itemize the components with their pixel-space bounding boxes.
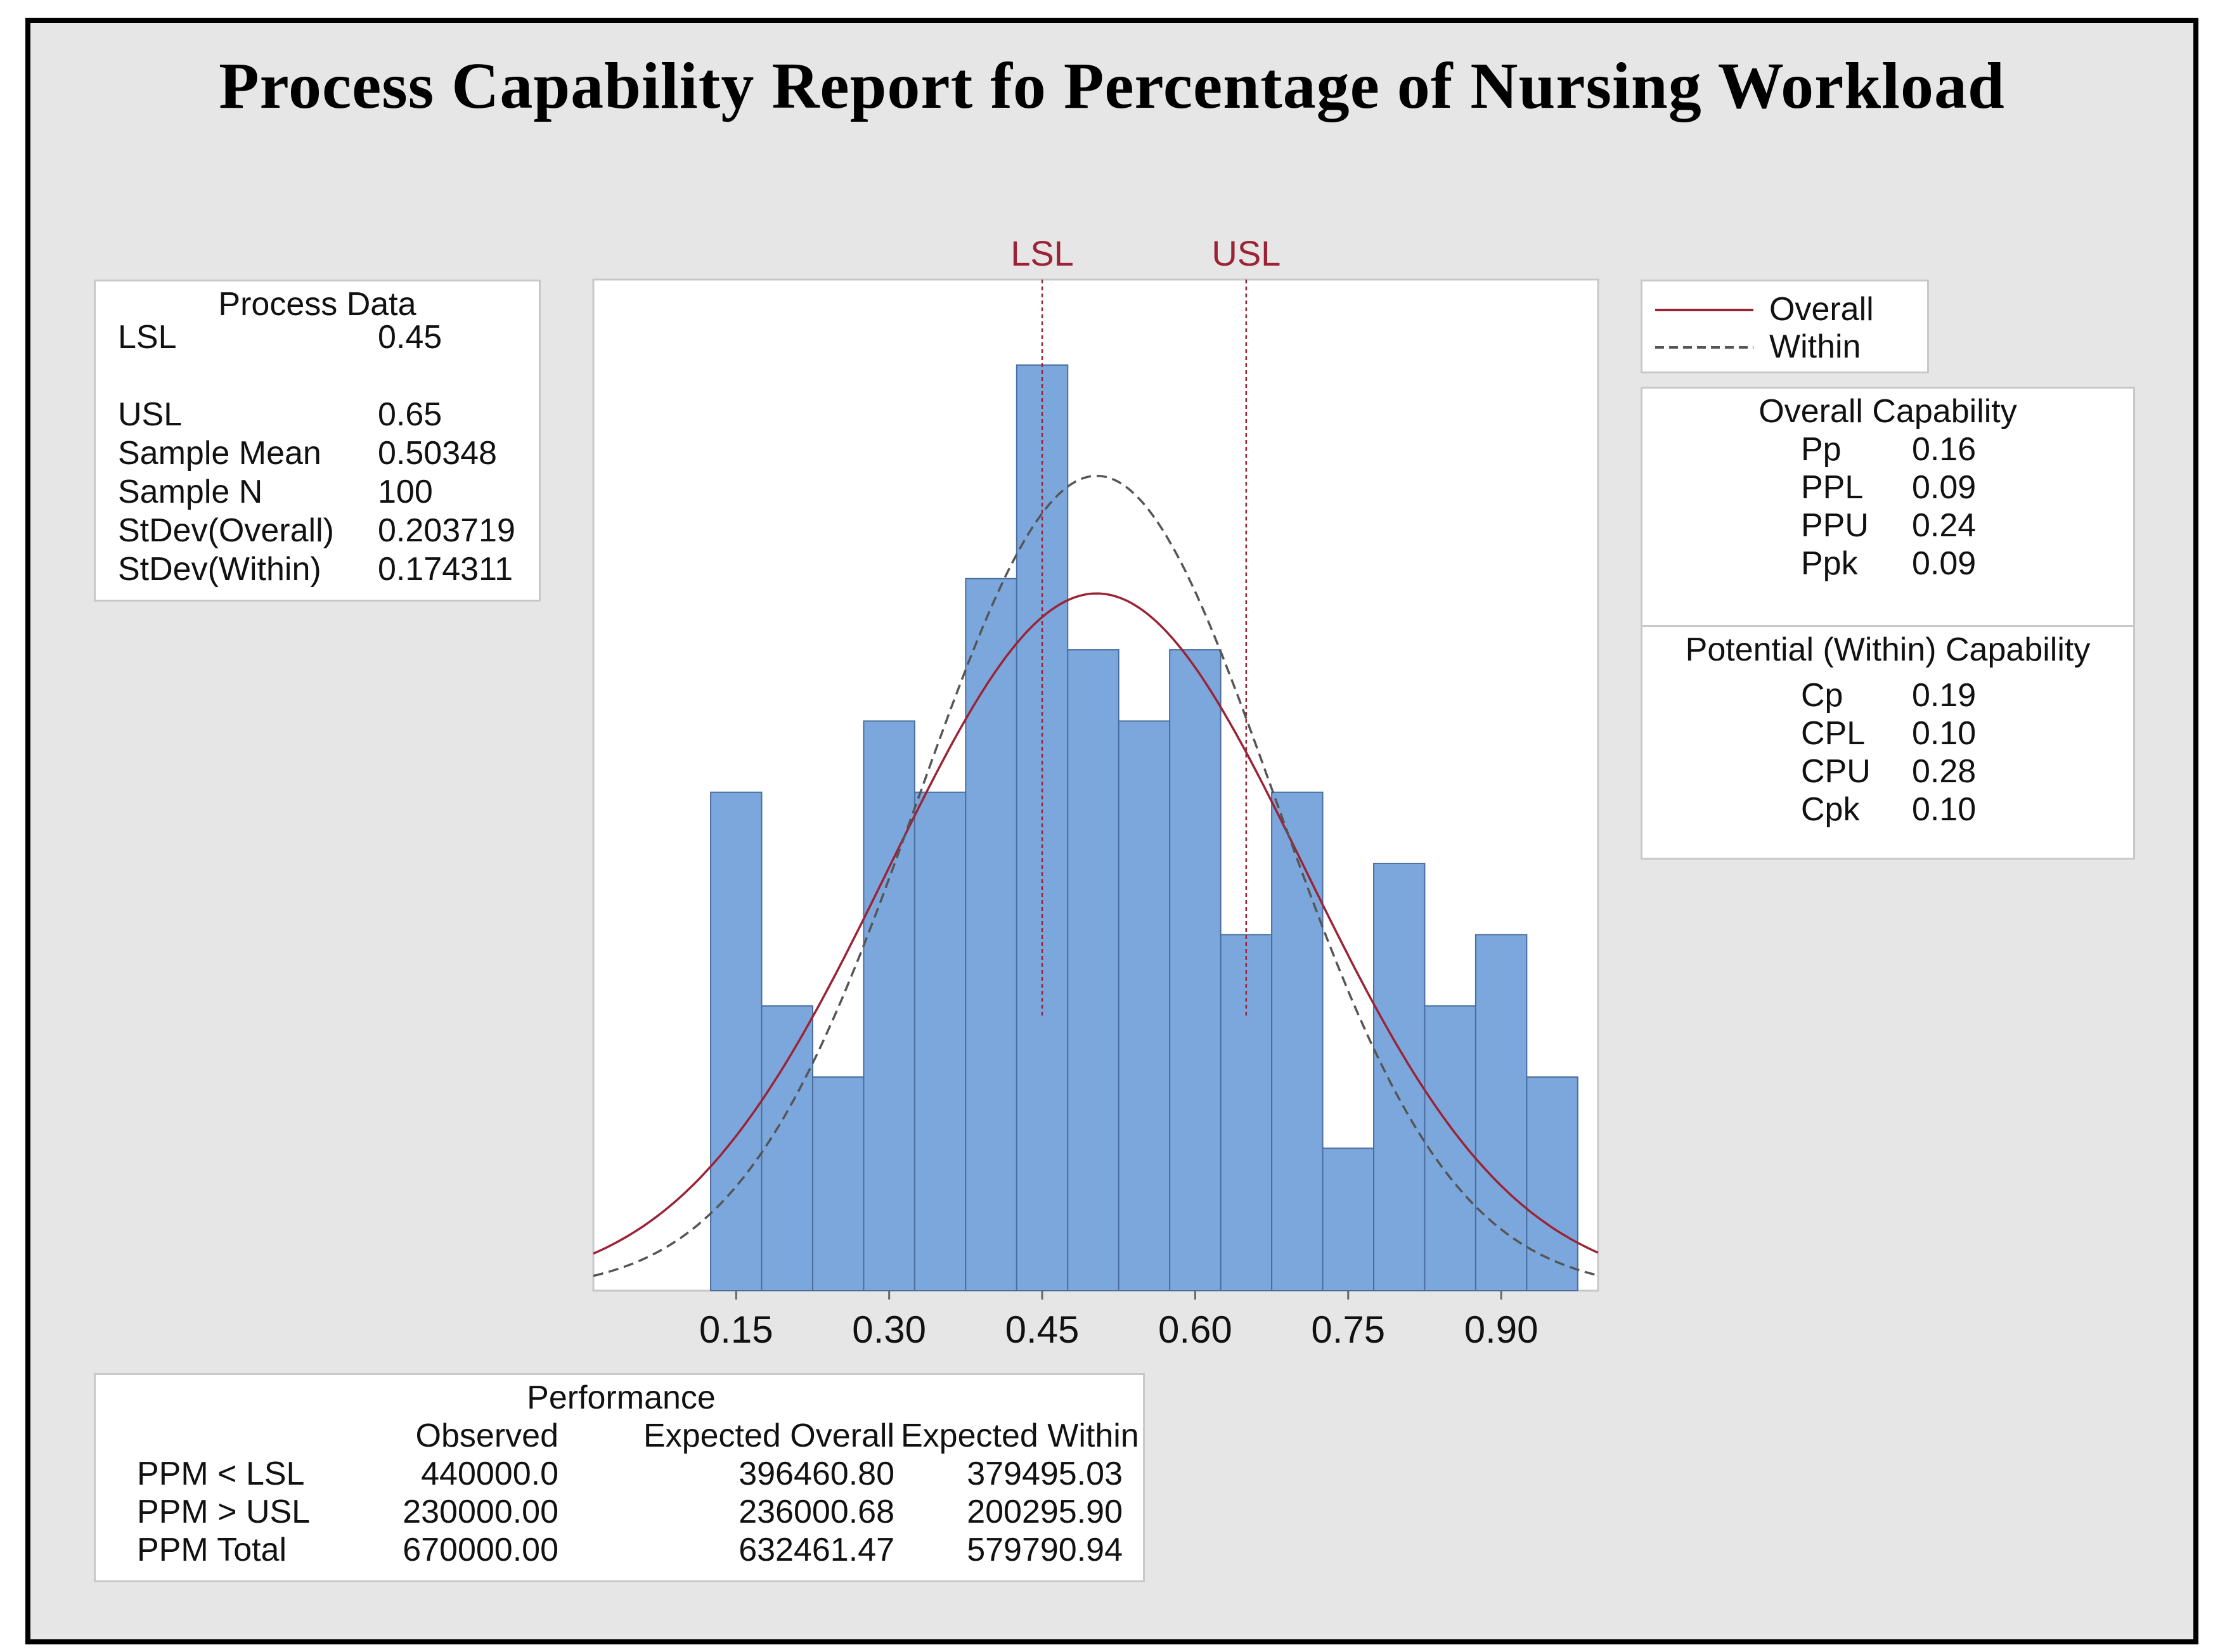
perf-row-label: PPM Total: [137, 1532, 287, 1568]
perf-cell: 236000.68: [739, 1494, 894, 1530]
cap-value-cpk: 0.10: [1912, 791, 1977, 828]
process-data-panel: Process Data LSL 0.45 USL 0.65 Sample Me…: [94, 280, 541, 602]
histogram-bar: [710, 791, 763, 1291]
process-value-n: 100: [378, 474, 433, 510]
cap-label-pp: Pp: [1801, 431, 1842, 468]
perf-cell: 230000.00: [403, 1494, 558, 1530]
perf-row-label: PPM > USL: [137, 1494, 311, 1530]
histogram-bar: [1526, 1076, 1578, 1292]
histogram-bar: [965, 578, 1017, 1291]
perf-col-expected-overall: Expected Overall: [643, 1417, 894, 1454]
x-tick-label: 0.75: [1311, 1308, 1385, 1351]
cap-value-ppk: 0.09: [1912, 545, 1977, 582]
cap-label-cp: Cp: [1801, 677, 1843, 714]
perf-cell: 632461.47: [739, 1532, 894, 1568]
spec-label-usl: USL: [1211, 233, 1281, 273]
perf-cell: 440000.0: [421, 1455, 558, 1492]
performance-panel: Performance Observed Expected Overall Ex…: [94, 1373, 1145, 1582]
perf-cell: 670000.00: [403, 1532, 558, 1568]
process-label-stdev-overall: StDev(Overall): [118, 512, 334, 549]
cap-value-ppl: 0.09: [1912, 469, 1977, 506]
process-value-stdev-within: 0.174311: [378, 551, 513, 588]
legend-panel: Overall Within: [1641, 280, 1929, 373]
cap-label-cpk: Cpk: [1801, 791, 1860, 828]
process-label-usl: USL: [118, 396, 183, 433]
perf-cell: 379495.03: [967, 1455, 1123, 1492]
perf-col-expected-within: Expected Within: [901, 1417, 1139, 1454]
perf-cell: 579790.94: [967, 1532, 1123, 1568]
report-title: Process Capability Report fo Percentage …: [219, 49, 2005, 122]
x-tick-label: 0.30: [852, 1308, 926, 1351]
legend-within-label: Within: [1769, 328, 1861, 365]
histogram-bar: [1271, 791, 1324, 1291]
process-value-lsl: 0.45: [378, 319, 442, 356]
cap-value-cp: 0.19: [1912, 677, 1977, 714]
histogram-bar: [1220, 934, 1273, 1291]
overall-capability-title: Overall Capability: [1758, 393, 2017, 430]
process-value-stdev-overall: 0.203719: [378, 512, 515, 549]
cap-value-cpu: 0.28: [1912, 753, 1977, 790]
histogram-bar: [1474, 934, 1528, 1291]
cap-label-ppk: Ppk: [1801, 545, 1858, 582]
perf-cell: 396460.80: [739, 1455, 894, 1492]
cap-value-ppu: 0.24: [1912, 507, 1977, 544]
perf-col-observed: Observed: [415, 1417, 558, 1454]
process-value-mean: 0.50348: [378, 435, 497, 472]
within-capability-title: Potential (Within) Capability: [1685, 631, 2091, 668]
within-curve: [593, 474, 1599, 1277]
perf-cell: 200295.90: [967, 1494, 1123, 1530]
perf-row-label: PPM < LSL: [137, 1455, 305, 1492]
histogram-bar: [1322, 1147, 1374, 1292]
report-frame: Process Capability Report fo Percentage …: [25, 18, 2198, 1644]
histogram-chart: LSL USL 0.15 0.30 0.45 0.60 0.75 0.90: [592, 233, 1599, 1351]
histogram-bar: [913, 791, 967, 1291]
histogram-bar: [761, 1005, 813, 1291]
spec-label-lsl: LSL: [1010, 233, 1074, 273]
process-label-stdev-within: StDev(Within): [118, 551, 321, 588]
cap-label-ppl: PPL: [1801, 469, 1864, 506]
cap-value-cpl: 0.10: [1912, 715, 1977, 752]
legend-overall-label: Overall: [1769, 291, 1874, 328]
histogram-bar: [1169, 649, 1222, 1291]
cap-label-cpl: CPL: [1801, 715, 1866, 752]
x-tick-label: 0.90: [1464, 1308, 1539, 1351]
overall-capability-panel: Overall Capability Pp 0.16 PPL 0.09 PPU …: [1641, 387, 2135, 625]
within-capability-panel: Potential (Within) Capability Cp 0.19 CP…: [1641, 625, 2135, 860]
histogram-bar: [863, 720, 915, 1291]
performance-title: Performance: [527, 1379, 716, 1416]
process-label-lsl: LSL: [118, 319, 177, 356]
x-tick-label: 0.15: [699, 1308, 773, 1351]
process-data-title: Process Data: [218, 286, 416, 323]
x-tick-label: 0.60: [1158, 1308, 1232, 1351]
cap-value-pp: 0.16: [1912, 431, 1977, 468]
cap-label-ppu: PPU: [1801, 507, 1869, 544]
histogram-bar: [1118, 720, 1171, 1291]
x-tick-label: 0.45: [1005, 1308, 1080, 1351]
cap-label-cpu: CPU: [1801, 753, 1871, 790]
overall-curve: [593, 592, 1599, 1255]
process-label-mean: Sample Mean: [118, 435, 321, 472]
process-value-usl: 0.65: [378, 396, 442, 433]
process-label-n: Sample N: [118, 474, 263, 510]
histogram-bar: [1067, 649, 1119, 1291]
histogram-bar: [811, 1076, 865, 1292]
